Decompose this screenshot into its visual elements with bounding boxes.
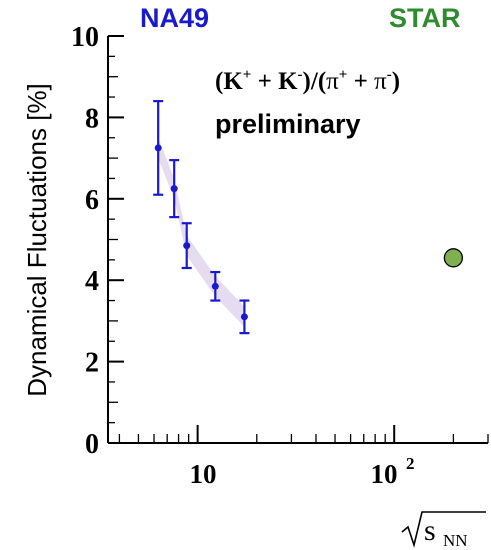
x-tick-label-100: 10 2 <box>371 454 415 489</box>
na49-point <box>210 270 221 302</box>
marker <box>240 313 248 321</box>
na49-band-layer <box>158 137 245 328</box>
x-ticks <box>118 425 489 443</box>
x-tick-label-10: 10 <box>190 459 217 489</box>
points-layer <box>153 100 464 335</box>
na49-systematic-band <box>158 137 245 328</box>
x-tick-label-100-base: 10 <box>371 459 398 489</box>
na49-point <box>169 159 180 219</box>
y-tick-label: 8 <box>85 103 99 134</box>
marker <box>183 242 191 250</box>
na49-point <box>239 299 250 335</box>
legend-na49: NA49 <box>140 3 209 33</box>
y-ticks: 0 2 4 6 8 10 <box>71 22 124 460</box>
y-tick-label: 0 <box>85 429 99 460</box>
marker <box>154 144 162 152</box>
x-axis-label: s NN <box>401 511 486 550</box>
sqrt-sign <box>401 511 486 548</box>
formula-annotation: (K+ + K-)/(π+ + π-) <box>215 67 400 95</box>
y-tick-label: 2 <box>85 348 99 379</box>
x-axis-label-main: s <box>424 514 436 547</box>
legend-star: STAR <box>389 3 461 33</box>
marker <box>170 185 178 193</box>
y-axis-label: Dynamical Fluctuations [%] <box>22 83 52 397</box>
y-tick-label: 10 <box>71 22 99 53</box>
y-tick-label: 6 <box>85 185 99 216</box>
axes <box>107 36 488 444</box>
star-point <box>443 248 464 268</box>
preliminary-label: preliminary <box>215 109 361 139</box>
na49-point <box>181 222 192 270</box>
marker <box>211 282 219 290</box>
na49-point <box>153 100 164 196</box>
y-tick-label: 4 <box>85 266 99 297</box>
x-axis-label-sub: NN <box>443 531 468 550</box>
x-tick-label-100-exp: 2 <box>406 454 415 473</box>
